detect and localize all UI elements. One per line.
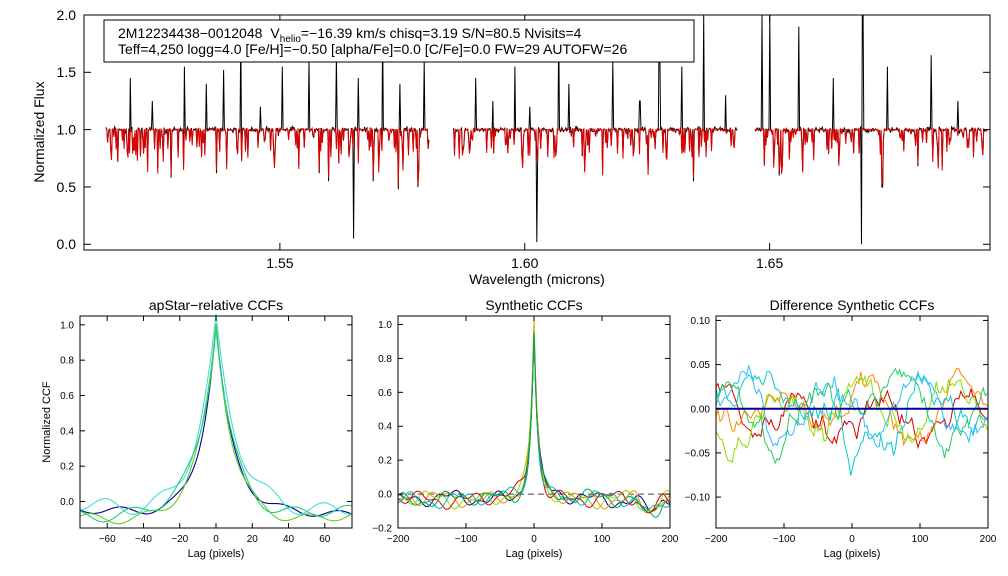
apstar-ccf-x-tick-label: −20 — [171, 534, 188, 545]
synthetic-ccf-x-tick-label: −200 — [387, 534, 410, 545]
spectrum-ticks: 1.55 1.60 1.65 0.0 0.5 1.0 1.5 2.0 — [57, 7, 990, 271]
apstar-ccf-y-tick-label: 0.8 — [60, 356, 74, 367]
spectrum-y-tick-label: 1.0 — [57, 122, 77, 138]
spectrum-model-line — [105, 126, 430, 186]
spectrum-model-line — [453, 127, 738, 178]
difference-ccf-y-tick-label: −0.05 — [685, 448, 711, 459]
spectrum-x-axis-label: Wavelength (microns) — [469, 271, 605, 287]
star-id: 2M12234438−0012048 — [118, 25, 263, 41]
synthetic-ccf-title: Synthetic CCFs — [485, 297, 582, 313]
apstar-ccf-x-axis-label: Lag (pixels) — [188, 548, 245, 560]
apstar-ccf-line-4 — [79, 329, 353, 523]
spectrum-y-tick-label: 2.0 — [57, 7, 77, 23]
spectrum-info-box — [103, 19, 695, 63]
spectrum-info-line-2: Teff=4,250 logg=4.0 [Fe/H]=−0.50 [alpha/… — [118, 41, 627, 57]
spectrum-plot-frame — [83, 14, 991, 251]
synthetic-ccf-y-tick-label: 0.6 — [378, 388, 392, 399]
spectrum-y-axis-label: Normalized Flux — [31, 81, 47, 182]
apstar-ccf-series-layer — [79, 314, 353, 525]
difference-ccf-x-tick-label: 200 — [980, 534, 997, 545]
spectrum-y-tick-label: 1.5 — [57, 64, 77, 80]
spectrum-y-tick-label: 0.5 — [57, 179, 77, 195]
synthetic-ccf-y-tick-label: 1.0 — [378, 320, 392, 331]
synthetic-ccf-x-tick-label: 100 — [594, 534, 611, 545]
synthetic-ccf-x-tick-label: 0 — [531, 534, 537, 545]
difference-ccf-x-tick-label: −100 — [773, 534, 796, 545]
apstar-ccf-y-tick-label: 1.0 — [60, 320, 74, 331]
spectrum-info-line-1: 2M12234438−0012048 Vhelio=−16.39 km/s chi… — [118, 25, 582, 45]
synthetic-ccf-line-3 — [397, 328, 671, 512]
apstar-ccf-title: apStar−relative CCFs — [149, 297, 283, 313]
apstar-ccf-x-tick-label: 60 — [319, 534, 331, 545]
apstar-ccf-x-tick-label: −60 — [99, 534, 116, 545]
spectrum-x-tick-label: 1.65 — [756, 255, 783, 271]
apstar-ccf-line-3 — [79, 323, 353, 525]
apstar-ccf-y-tick-label: 0.4 — [60, 426, 74, 437]
difference-ccf-y-tick-label: 0.10 — [691, 316, 711, 327]
difference-ccf-x-tick-label: 0 — [849, 534, 855, 545]
difference-ccf-panel: −200 −100 0 100 200 −0.10 −0.05 0.00 0.05 0.10 Di… — [685, 297, 997, 560]
synthetic-ccf-panel: −200 −100 0 100 200 −0.2 0.0 0.2 0.4 0.6 0.8 1.0 Sy… — [372, 297, 679, 560]
apstar-ccf-y-axis-label: Normalized CCF — [41, 381, 53, 463]
apstar-ccf-x-tick-label: 20 — [247, 534, 259, 545]
spectrum-y-tick-label: 0.0 — [57, 236, 77, 252]
synthetic-ccf-line-5 — [397, 332, 671, 512]
apstar-ccf-y-tick-label: 0.6 — [60, 391, 74, 402]
synthetic-ccf-y-tick-label: −0.2 — [372, 524, 392, 535]
difference-ccf-ticks: −200 −100 0 100 200 −0.10 −0.05 0.00 0.05 0.10 — [685, 316, 997, 545]
velocity-label: V — [270, 25, 280, 41]
synthetic-ccf-y-tick-label: 0.2 — [378, 456, 392, 467]
spectrum-series-layer — [105, 14, 988, 245]
difference-ccf-y-tick-label: 0.00 — [691, 404, 711, 415]
spectrum-panel: 1.55 1.60 1.65 0.0 0.5 1.0 1.5 2.0 Wavelength (… — [31, 7, 991, 287]
synthetic-ccf-x-tick-label: −100 — [455, 534, 478, 545]
apstar-ccf-x-tick-label: 40 — [283, 534, 295, 545]
velocity-subscript: helio — [280, 34, 302, 45]
spectrum-x-tick-label: 1.60 — [511, 255, 538, 271]
difference-ccf-x-axis-label: Lag (pixels) — [824, 548, 881, 560]
difference-ccf-series-layer — [715, 363, 988, 476]
synthetic-ccf-ticks: −200 −100 0 100 200 −0.2 0.0 0.2 0.4 0.6 0.8 1.0 — [372, 316, 679, 545]
difference-ccf-title: Difference Synthetic CCFs — [770, 297, 935, 313]
difference-ccf-line-7 — [715, 367, 988, 465]
synthetic-ccf-y-tick-label: 0.0 — [378, 490, 392, 501]
difference-ccf-line-2 — [715, 382, 988, 450]
synthetic-ccf-y-tick-label: 0.4 — [378, 422, 392, 433]
apstar-ccf-x-tick-label: −40 — [135, 534, 152, 545]
spectrum-x-tick-label: 1.55 — [266, 255, 293, 271]
difference-ccf-line-4 — [715, 374, 988, 464]
synthetic-ccf-y-tick-label: 0.8 — [378, 354, 392, 365]
spectrum-model-line — [754, 127, 988, 184]
synthetic-ccf-x-axis-label: Lag (pixels) — [506, 548, 563, 560]
difference-ccf-y-tick-label: −0.10 — [685, 493, 711, 504]
apstar-ccf-y-tick-label: 0.0 — [60, 497, 74, 508]
apstar-ccf-y-tick-label: 0.2 — [60, 462, 74, 473]
synthetic-ccf-x-tick-label: 200 — [662, 534, 679, 545]
difference-ccf-y-tick-label: 0.05 — [691, 360, 711, 371]
difference-ccf-line-6 — [715, 363, 988, 448]
difference-ccf-x-tick-label: −200 — [705, 534, 728, 545]
difference-ccf-line-5 — [715, 370, 988, 476]
apstar-ccf-panel: −60 −40 −20 0 20 40 60 0.0 0.2 0.4 0.6 0.8 1.0 apSta… — [41, 297, 353, 560]
apstar-ccf-ticks: −60 −40 −20 0 20 40 60 0.0 0.2 0.4 0.6 0.8 1.0 — [60, 316, 352, 545]
difference-ccf-x-tick-label: 100 — [912, 534, 929, 545]
synthetic-ccf-line-6 — [397, 333, 671, 518]
fit-stats: =−16.39 km/s chisq=3.19 S/N=80.5 Nvisits… — [301, 25, 582, 41]
apstar-ccf-x-tick-label: 0 — [213, 534, 219, 545]
